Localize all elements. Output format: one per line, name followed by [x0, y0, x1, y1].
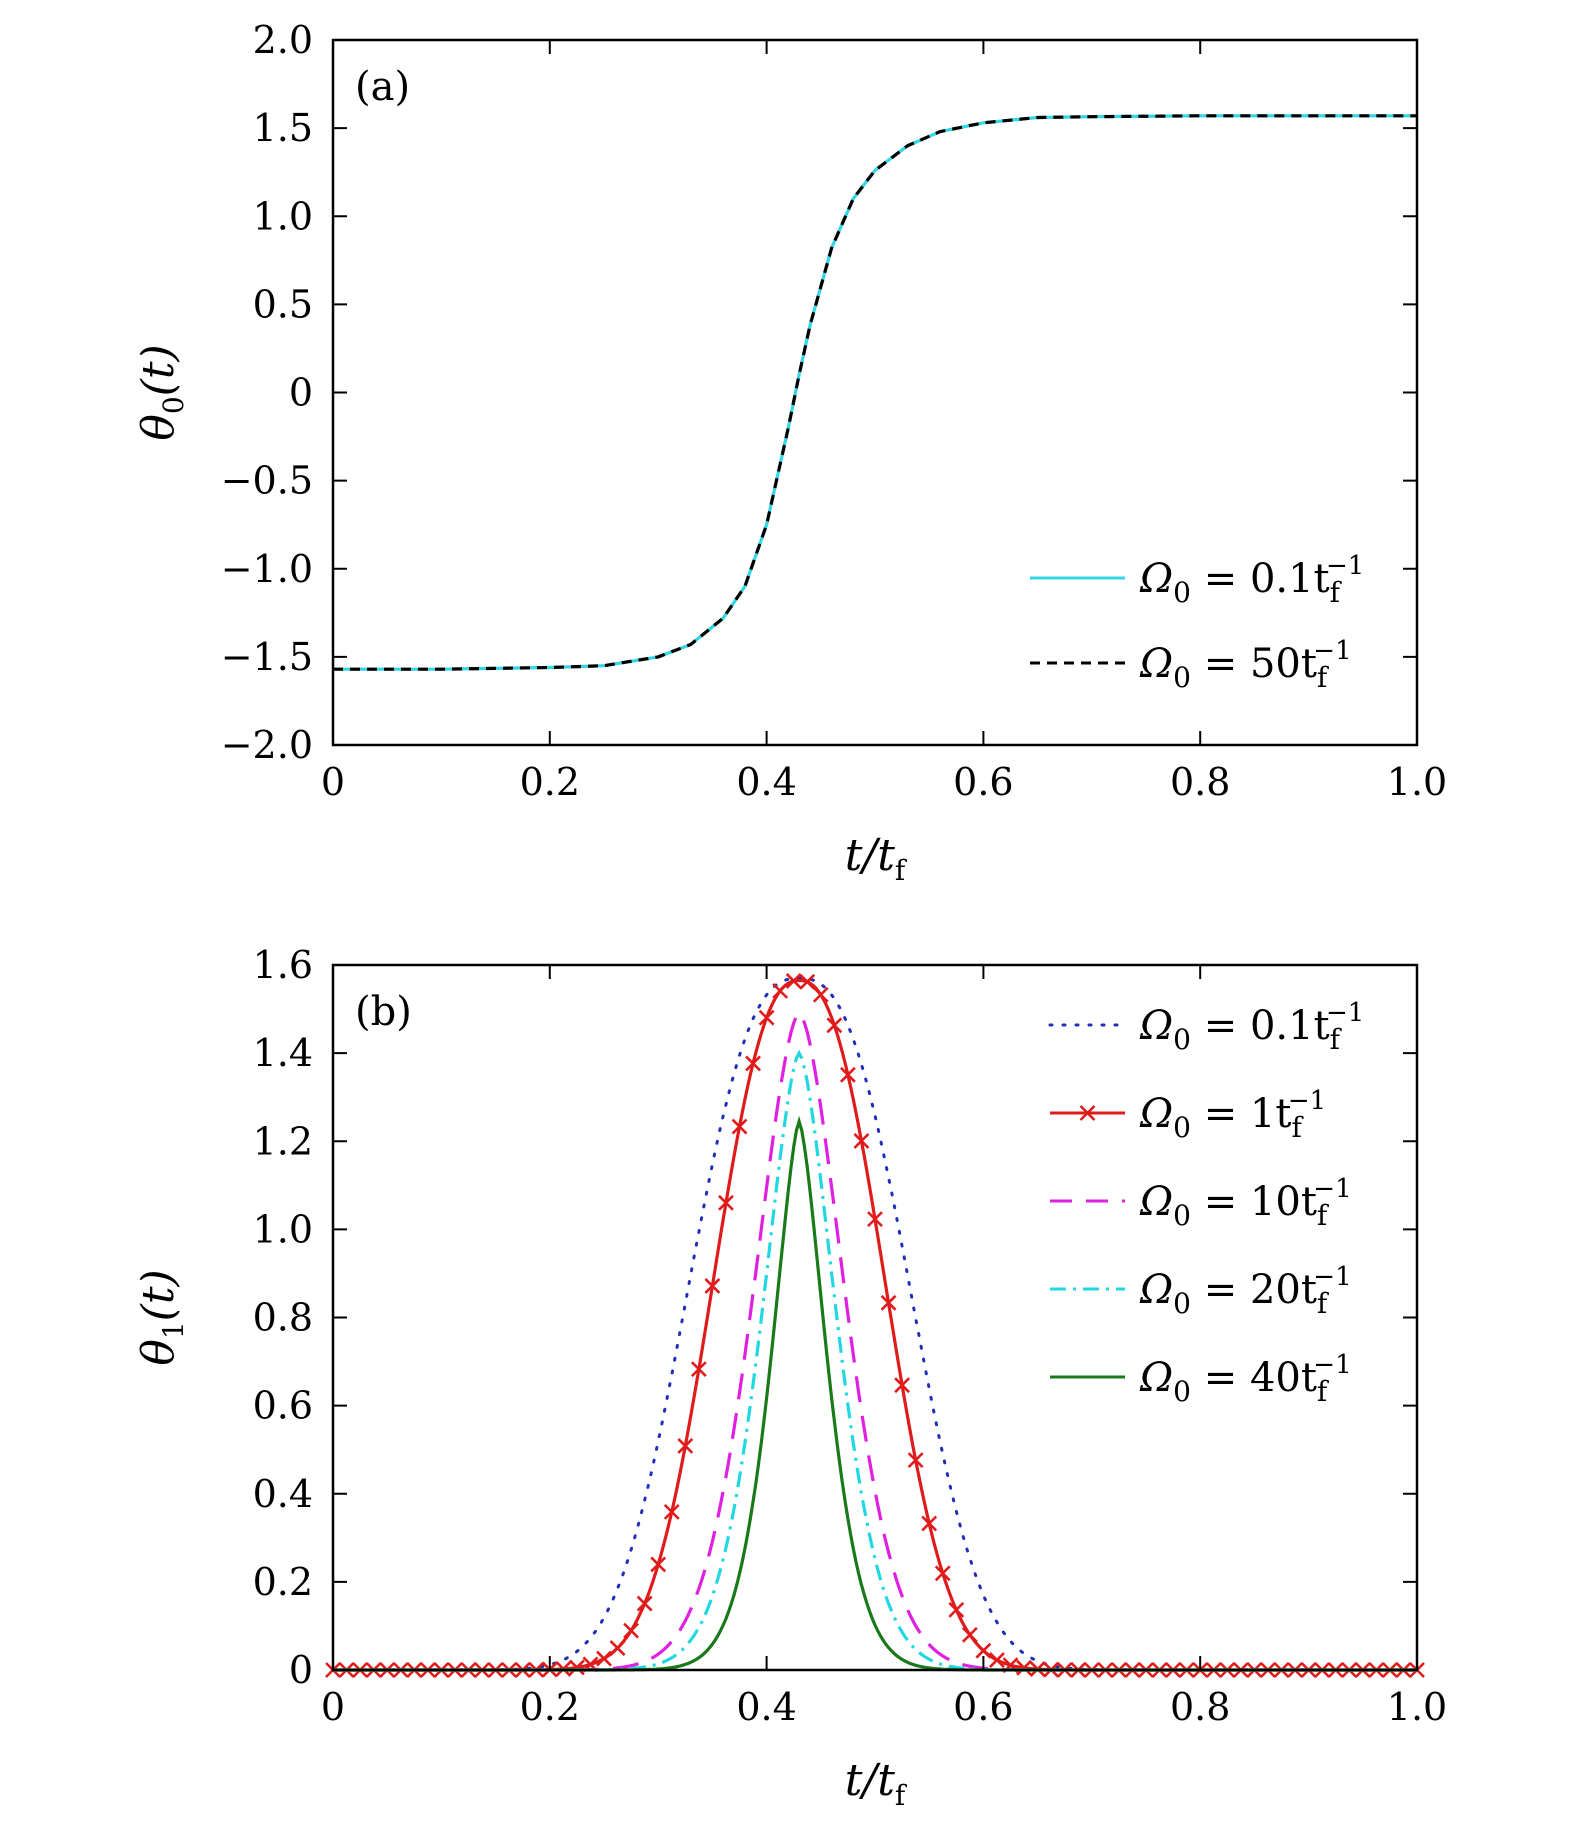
panel-a-legend: Ω0 = 0.1tf−1 Ω0 = 50tf−1 [1030, 551, 1364, 694]
series-marker [961, 1626, 978, 1643]
y-tick-label: 2.0 [253, 18, 313, 62]
legend-marker [1079, 1105, 1096, 1121]
y-tick-label: 0.5 [253, 282, 313, 326]
legend-label-1: Ω0 = 0.1tf−1 [1139, 998, 1364, 1056]
panel-b-axes-frame [331, 963, 1419, 1672]
y-tick-label: −1.0 [221, 547, 313, 591]
x-tick-label: 0.4 [736, 760, 796, 804]
panel-b-ticks: 0 0.2 0.4 0.6 0.8 1.0 0 0.2 0.4 0.6 0.8 1.0 1.2 1.4 1.… [253, 943, 1448, 1729]
panel-b-label: (b) [355, 989, 412, 1035]
panel-b-legend: Ω0 = 0.1tf−1 Ω0 = 1tf−1 Ω0 = 10tf−1 Ω0 = 20… [1048, 998, 1364, 1408]
series-marker [731, 1118, 748, 1135]
legend-label-3: Ω0 = 10tf−1 [1139, 1174, 1352, 1232]
y-tick-label: 0.8 [253, 1296, 313, 1340]
series-marker [704, 1278, 721, 1294]
y-tick-label: −0.5 [221, 459, 313, 503]
series-marker [839, 1066, 856, 1083]
y-tick-label: 1.0 [253, 1207, 313, 1251]
y-tick-label: −2.0 [221, 723, 313, 767]
legend-label-4: Ω0 = 20tf−1 [1139, 1262, 1352, 1320]
x-tick-label: 0.2 [520, 1685, 580, 1729]
y-tick-label: 1.4 [253, 1031, 313, 1075]
y-tick-label: 1.5 [253, 106, 313, 150]
series-marker [568, 1659, 585, 1676]
y-tick-label: −1.5 [221, 635, 313, 679]
series-marker [690, 1361, 707, 1378]
x-tick-label: 0 [321, 760, 345, 804]
panel-b-plot-area [325, 973, 1425, 1678]
series-marker [812, 986, 829, 1003]
series-marker [948, 1601, 965, 1618]
series-marker [636, 1595, 653, 1612]
series-marker [989, 1652, 1005, 1668]
series-marker [907, 1452, 924, 1469]
series-marker [745, 1055, 761, 1072]
y-tick-label: 0.2 [253, 1560, 313, 1604]
series-marker [663, 1503, 680, 1520]
series-marker [609, 1640, 626, 1656]
y-tick-label: 1.0 [253, 194, 313, 238]
panel-a-chart: 0 0.2 0.4 0.6 0.8 1.0 −2.0 −1.5 −1.0 −0.5 0 0.5 1.0 1… [133, 18, 1447, 887]
panel-a-ticks: 0 0.2 0.4 0.6 0.8 1.0 −2.0 −1.5 −1.0 −0.5 0 0.5 1.0 1… [221, 18, 1448, 804]
x-tick-label: 0.6 [953, 760, 1013, 804]
series-marker [623, 1622, 640, 1639]
panel-b-y-axis-label: θ1(t) [133, 1269, 190, 1365]
panel-a-plot-area [333, 114, 1417, 671]
panel-b-chart: 0 0.2 0.4 0.6 0.8 1.0 0 0.2 0.4 0.6 0.8 1.0 1.2 1.4 1.… [133, 943, 1447, 1812]
y-tick-label: 0.6 [253, 1384, 313, 1428]
series-marker [650, 1556, 667, 1573]
panel-a-axes-frame [331, 38, 1419, 747]
panel-a-x-axis-label: t/tf [845, 830, 908, 887]
panel-a-y-axis-label: θ0(t) [133, 344, 190, 440]
series-marker [867, 1211, 883, 1228]
y-tick-label: 1.6 [253, 943, 313, 987]
series-marker [596, 1650, 612, 1667]
x-tick-label: 1.0 [1387, 760, 1447, 804]
x-tick-label: 0 [321, 1685, 345, 1729]
series-marker [758, 1009, 775, 1026]
series-marker [894, 1377, 911, 1394]
x-tick-label: 1.0 [1387, 1685, 1447, 1729]
series-line-1 [331, 976, 1419, 1672]
x-tick-label: 0.8 [1170, 1685, 1230, 1729]
series-marker [934, 1565, 951, 1582]
series-marker [772, 982, 789, 999]
series-marker [718, 1194, 734, 1211]
y-tick-label: 1.2 [253, 1119, 313, 1163]
legend-label-2: Ω0 = 50tf−1 [1139, 636, 1352, 694]
series-marker [880, 1294, 897, 1311]
y-tick-label: 0 [289, 371, 313, 415]
x-tick-label: 0.6 [953, 1685, 1013, 1729]
x-tick-label: 0.4 [736, 1685, 796, 1729]
series-line-2 [333, 978, 1417, 1672]
series-marker [975, 1642, 992, 1659]
panel-a-label: (a) [355, 64, 410, 110]
series-marker [785, 973, 802, 989]
y-tick-label: 0.4 [253, 1472, 313, 1516]
x-tick-label: 0.2 [520, 760, 580, 804]
legend-label-2: Ω0 = 1tf−1 [1139, 1086, 1326, 1144]
series-marker [677, 1438, 694, 1454]
series-marker [1016, 1659, 1032, 1676]
series-line-2 [333, 114, 1417, 671]
y-tick-label: 0 [289, 1648, 313, 1692]
legend-label-5: Ω0 = 40tf−1 [1139, 1350, 1352, 1408]
series-marker [799, 973, 816, 990]
series-marker [853, 1133, 870, 1149]
panel-b-x-axis-label: t/tf [845, 1755, 908, 1812]
legend-label-1: Ω0 = 0.1tf−1 [1139, 551, 1364, 609]
series-marker [826, 1017, 843, 1034]
x-tick-label: 0.8 [1170, 760, 1230, 804]
series-marker [921, 1515, 938, 1532]
